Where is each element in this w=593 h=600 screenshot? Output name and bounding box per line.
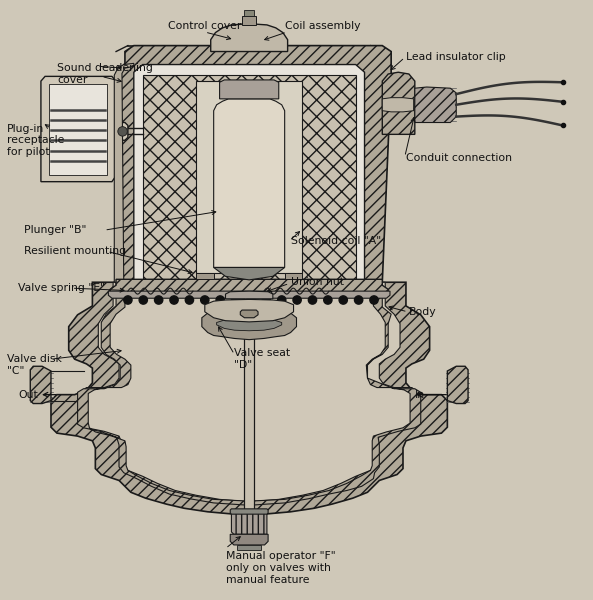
Circle shape (278, 296, 286, 304)
Text: Plunger "B": Plunger "B" (24, 225, 87, 235)
Polygon shape (109, 291, 390, 298)
Text: Body: Body (409, 307, 436, 317)
Polygon shape (30, 366, 51, 404)
Circle shape (124, 296, 132, 304)
Circle shape (231, 296, 240, 304)
Circle shape (370, 296, 378, 304)
Polygon shape (213, 268, 285, 280)
Polygon shape (230, 509, 268, 514)
Bar (242, 16, 256, 25)
Polygon shape (114, 64, 134, 282)
Circle shape (216, 296, 224, 304)
Text: Solenoid coil "A": Solenoid coil "A" (291, 236, 381, 246)
Polygon shape (134, 65, 365, 282)
Polygon shape (447, 366, 468, 404)
Bar (237, 545, 261, 550)
Polygon shape (231, 513, 267, 534)
Text: Union nut: Union nut (291, 277, 343, 287)
Text: Lead insulator clip: Lead insulator clip (406, 52, 506, 62)
Polygon shape (219, 80, 279, 99)
Text: Valve disk
"C": Valve disk "C" (7, 354, 62, 376)
Polygon shape (249, 282, 421, 505)
Polygon shape (78, 282, 249, 505)
Circle shape (324, 296, 332, 304)
Polygon shape (285, 274, 302, 279)
Bar (244, 10, 254, 16)
Text: Valve spring "E": Valve spring "E" (18, 283, 106, 293)
Polygon shape (382, 72, 415, 134)
Circle shape (118, 127, 127, 136)
Polygon shape (196, 81, 302, 274)
Polygon shape (202, 308, 296, 340)
Circle shape (339, 296, 347, 304)
Text: Plug-in
receptacle
for pilot: Plug-in receptacle for pilot (7, 124, 64, 157)
Circle shape (308, 296, 317, 304)
Circle shape (185, 296, 193, 304)
Polygon shape (110, 279, 388, 293)
Text: Out: Out (18, 389, 38, 400)
Circle shape (293, 296, 301, 304)
Text: In: In (415, 389, 425, 400)
Text: Sound deadening
cover: Sound deadening cover (57, 64, 153, 85)
Polygon shape (196, 274, 213, 279)
Polygon shape (225, 291, 273, 299)
Polygon shape (116, 46, 391, 282)
Polygon shape (230, 534, 268, 545)
Polygon shape (415, 87, 456, 122)
Polygon shape (41, 76, 128, 182)
Circle shape (355, 296, 363, 304)
Polygon shape (205, 299, 294, 322)
Circle shape (262, 296, 270, 304)
Polygon shape (143, 75, 356, 279)
Circle shape (139, 296, 148, 304)
Circle shape (200, 296, 209, 304)
Text: Control cover: Control cover (168, 21, 241, 31)
Text: Manual operator "F"
only on valves with
manual feature: Manual operator "F" only on valves with … (225, 551, 335, 584)
Polygon shape (213, 99, 285, 268)
Text: Conduit connection: Conduit connection (406, 153, 512, 163)
Polygon shape (49, 84, 107, 175)
Bar (244, 293, 254, 513)
Polygon shape (81, 282, 418, 502)
Polygon shape (240, 310, 258, 318)
Text: Valve seat
"D": Valve seat "D" (234, 349, 291, 370)
Polygon shape (211, 24, 288, 52)
Polygon shape (382, 98, 414, 112)
Text: Coil assembly: Coil assembly (285, 21, 360, 31)
Circle shape (155, 296, 163, 304)
Polygon shape (216, 319, 282, 331)
Circle shape (247, 296, 255, 304)
Text: Resilient mounting: Resilient mounting (24, 247, 126, 256)
Polygon shape (51, 282, 447, 515)
Circle shape (170, 296, 178, 304)
